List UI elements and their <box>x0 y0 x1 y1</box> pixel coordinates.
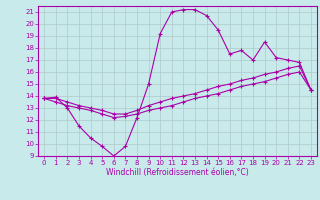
X-axis label: Windchill (Refroidissement éolien,°C): Windchill (Refroidissement éolien,°C) <box>106 168 249 177</box>
